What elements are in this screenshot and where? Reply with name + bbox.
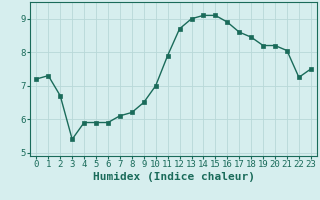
X-axis label: Humidex (Indice chaleur): Humidex (Indice chaleur): [92, 172, 255, 182]
